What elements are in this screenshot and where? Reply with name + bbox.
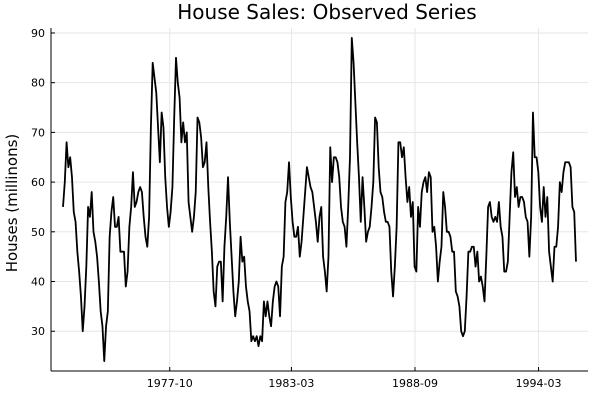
y-tick-label: 70: [31, 126, 45, 139]
x-tick-label: 1983-03: [268, 377, 314, 390]
x-tick-label: 1994-03: [516, 377, 562, 390]
grid-lines: [51, 28, 588, 371]
series-line: [62, 37, 577, 362]
x-tick-label: 1977-10: [147, 377, 193, 390]
series-lines: [62, 37, 577, 362]
y-tick-label: 40: [31, 276, 45, 289]
tick-labels: 30 40 50 60 70 80 90 1977-10 1983-03 1988-09 1994-…: [31, 27, 562, 390]
y-tick-label: 60: [31, 176, 45, 189]
chart-title: House Sales: Observed Series: [177, 0, 476, 24]
y-tick-label: 80: [31, 77, 45, 90]
y-tick-label: 50: [31, 226, 45, 239]
y-axis-title: Houses (millinons): [3, 134, 21, 273]
x-tick-label: 1988-09: [392, 377, 438, 390]
y-tick-label: 90: [31, 27, 45, 40]
axes: [50, 28, 588, 372]
y-tick-label: 30: [31, 325, 45, 338]
